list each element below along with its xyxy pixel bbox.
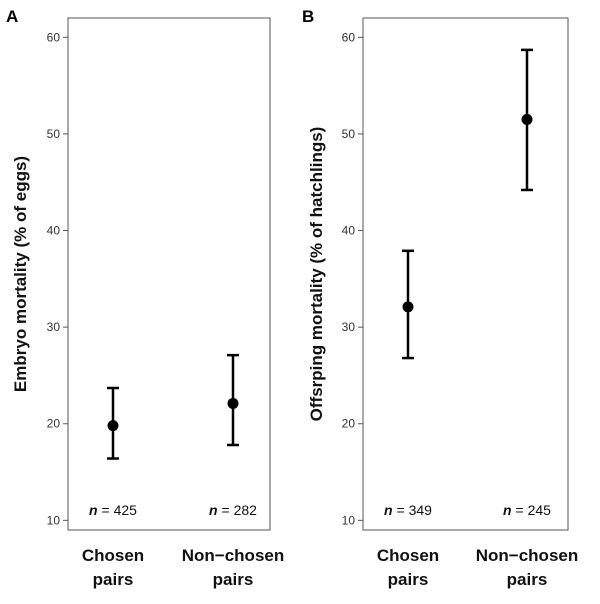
panel-letter: B [302,7,314,26]
sample-size-value: = 282 [218,502,258,518]
x-tick-label: Chosen [377,546,439,565]
data-point [521,113,533,125]
plot-frame [67,17,271,531]
y-tick-label: 60 [47,30,61,44]
panel-b: B 10 20 30 40 50 60 Offsrping mortality (% of h… [302,7,578,589]
sample-size-label: n = 349 [384,502,432,518]
y-tick-label: 20 [47,417,61,431]
y-tick-label: 10 [47,513,61,527]
x-tick-label: pairs [507,570,548,589]
y-axis-label: Offsrping mortality (% of hatchlings) [307,127,326,422]
y-tick-label: 50 [47,127,61,141]
x-tick-label: Non−chosen [476,546,579,565]
y-tick-label: 40 [342,224,356,238]
y-tick-label: 10 [342,513,356,527]
data-point [402,301,414,313]
x-tick-label: Chosen [82,546,144,565]
x-tick-label: Non−chosen [182,546,285,565]
sample-size-value: = 425 [98,502,138,518]
x-tick-label: pairs [93,570,134,589]
y-tick-label: 30 [342,320,356,334]
data-point [107,420,119,432]
y-tick-label: 60 [342,30,356,44]
plot-frame [362,17,569,531]
sample-size-label: n = 245 [503,502,551,518]
sample-size-symbol: n [384,502,393,518]
sample-size-symbol: n [89,502,98,518]
x-tick-label: pairs [213,570,254,589]
y-tick-label: 30 [47,320,61,334]
x-tick-label: pairs [388,570,429,589]
y-axis-label: Embryo mortality (% of eggs) [11,156,30,392]
panel-letter: A [6,7,18,26]
data-point [227,397,239,409]
y-tick-label: 50 [342,127,356,141]
sample-size-symbol: n [209,502,218,518]
sample-size-value: = 245 [512,502,552,518]
sample-size-label: n = 425 [89,502,137,518]
sample-size-value: = 349 [393,502,433,518]
y-tick-label: 40 [47,224,61,238]
panel-a: A 10 20 30 40 50 60 Embryo mortality (% of eggs… [6,7,284,589]
y-tick-label: 20 [342,417,356,431]
sample-size-symbol: n [503,502,512,518]
sample-size-label: n = 282 [209,502,257,518]
